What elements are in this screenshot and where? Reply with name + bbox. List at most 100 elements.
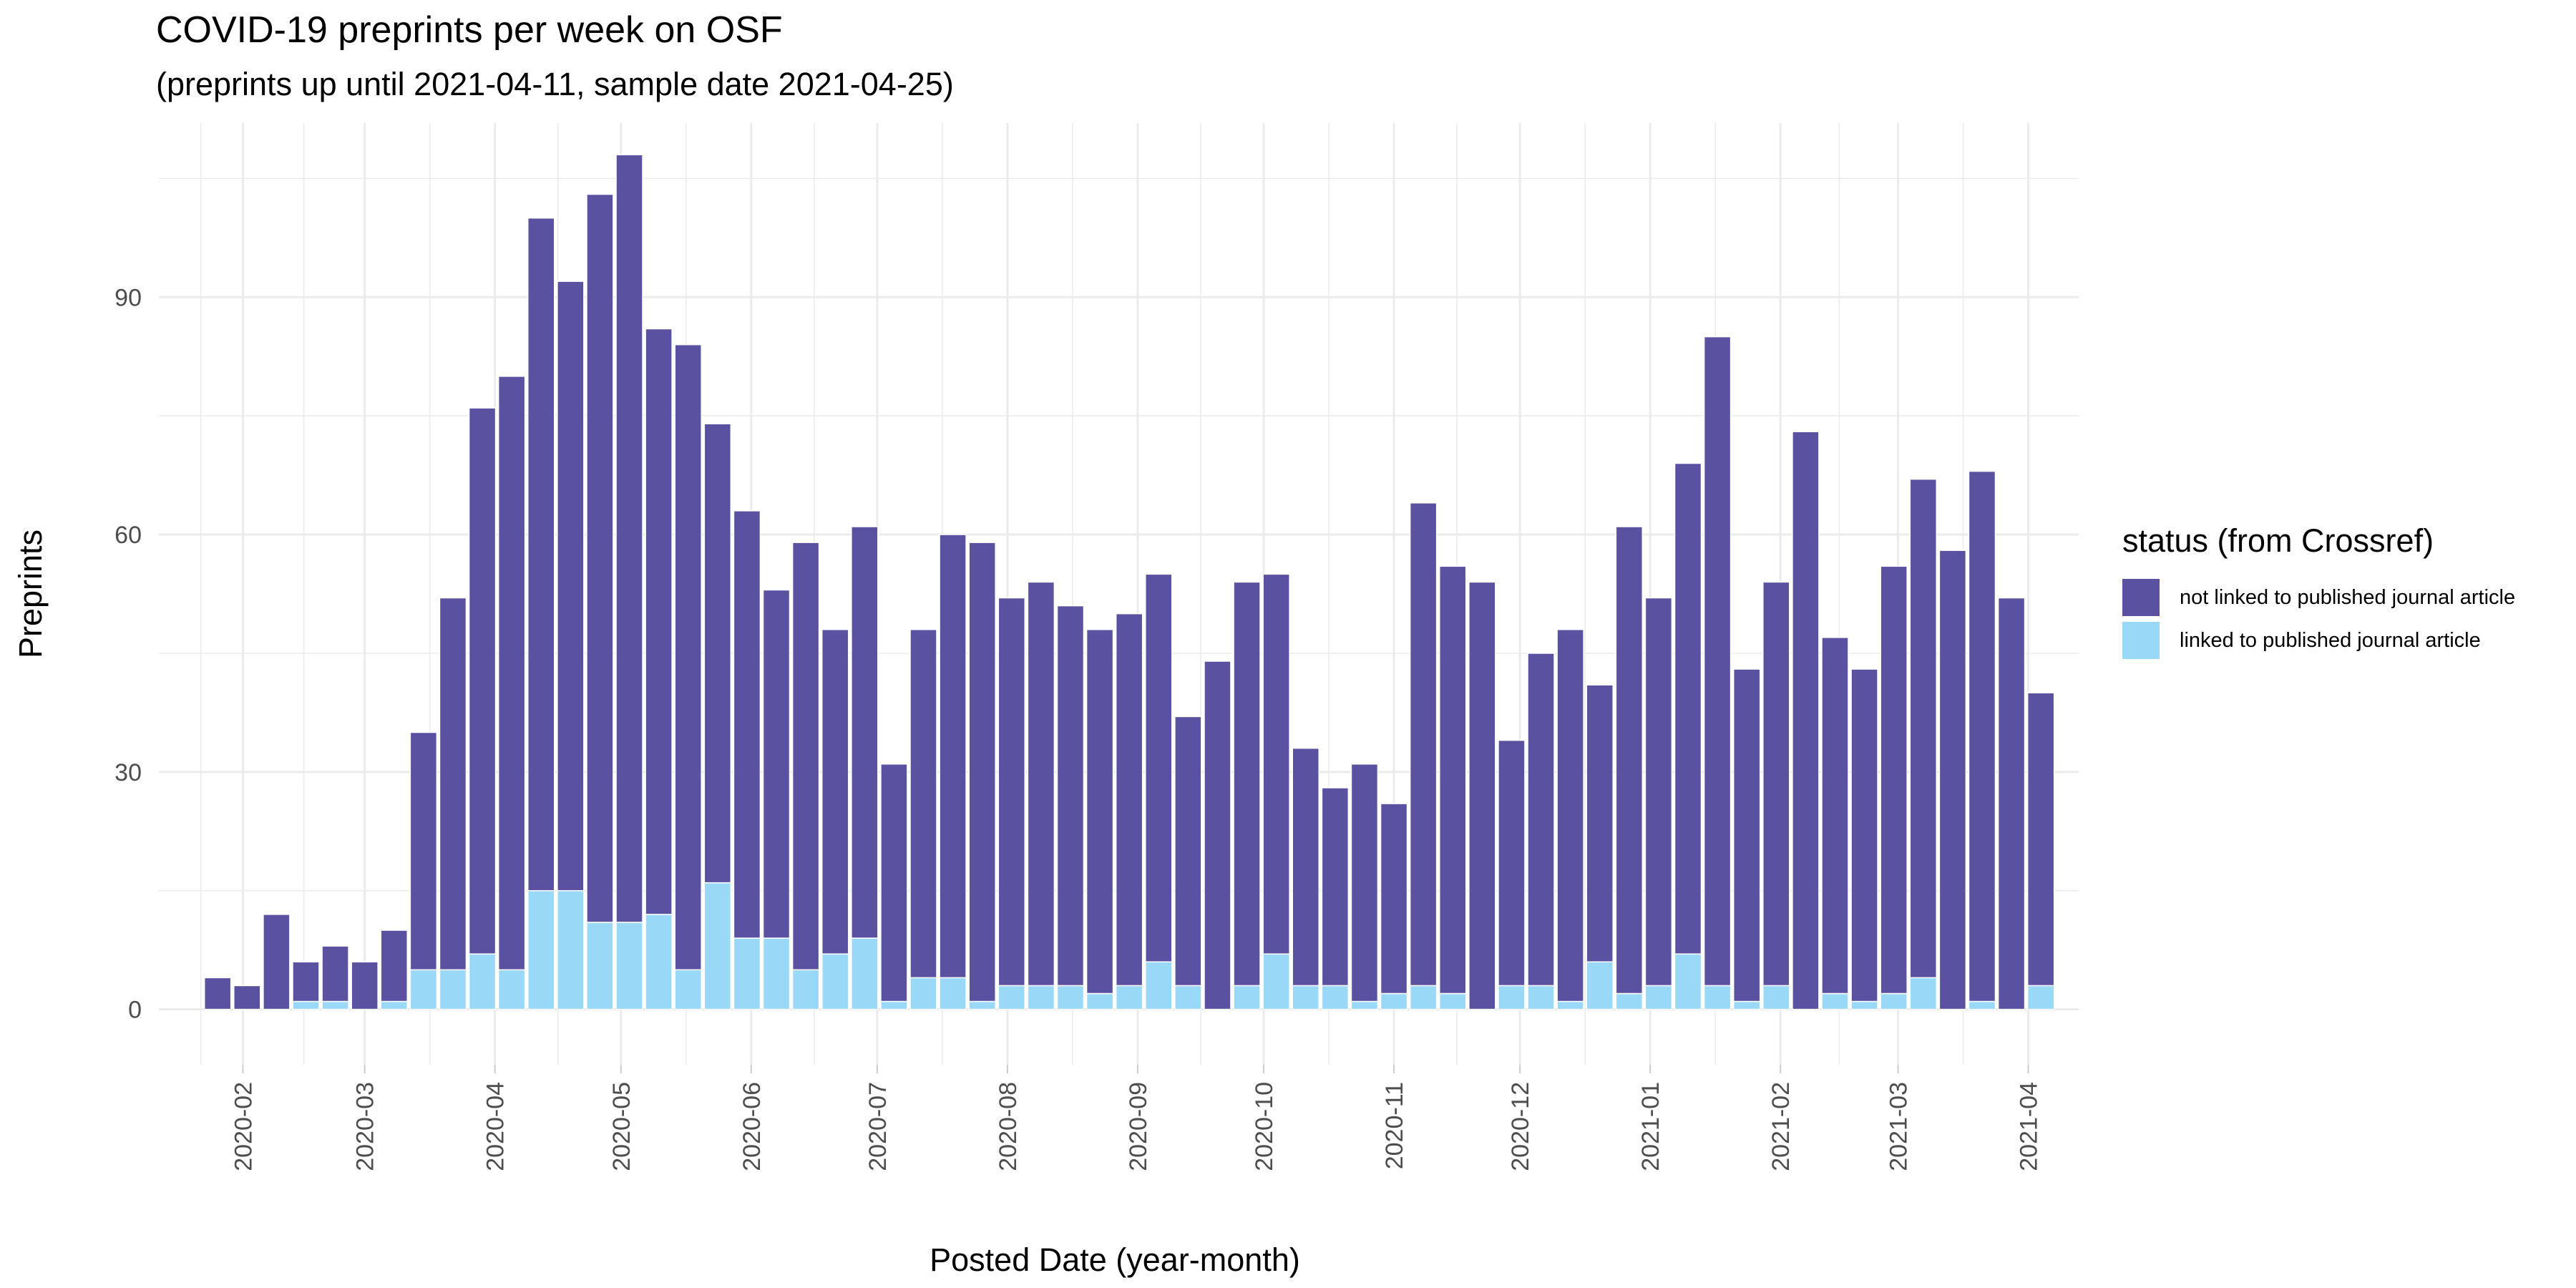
bar-not-linked <box>1027 581 1055 987</box>
legend-title: status (from Crossref) <box>2122 522 2434 559</box>
bar-not-linked <box>703 423 732 884</box>
bar-linked <box>909 977 937 1010</box>
bar-linked <box>733 937 761 1010</box>
bar-linked <box>1438 992 1467 1010</box>
bar-not-linked <box>968 542 996 1002</box>
bar-linked <box>1145 961 1173 1010</box>
bar-not-linked <box>615 154 643 923</box>
bar-not-linked <box>1233 581 1261 987</box>
bar-linked <box>1174 985 1202 1010</box>
bar-not-linked <box>557 280 585 892</box>
bar-not-linked <box>1909 478 1938 979</box>
bar-not-linked <box>939 534 967 979</box>
bar-not-linked <box>1085 629 1114 995</box>
bar-not-linked <box>1644 597 1673 987</box>
bar-linked <box>1615 992 1644 1010</box>
bar-not-linked <box>380 930 409 1002</box>
bar-not-linked <box>1997 597 2026 1010</box>
bar-linked <box>468 953 497 1010</box>
bar-not-linked <box>1204 660 1231 1010</box>
bar-linked <box>527 889 555 1010</box>
bar-not-linked <box>321 945 349 1002</box>
bar-not-linked <box>1438 565 1467 995</box>
bar-not-linked <box>263 914 291 1010</box>
bar-not-linked <box>1615 526 1644 995</box>
bar-linked <box>645 914 673 1010</box>
bar-linked <box>791 969 820 1010</box>
bar-not-linked <box>1556 629 1584 1002</box>
bar-linked <box>1262 953 1290 1010</box>
bar-linked <box>1909 977 1938 1010</box>
y-tick-label: 30 <box>114 759 142 786</box>
bar-not-linked <box>1292 747 1319 987</box>
x-tick-label: 2020-08 <box>995 1082 1022 1171</box>
bar-linked <box>615 922 643 1010</box>
bar-linked <box>997 985 1026 1010</box>
bar-linked <box>292 1000 320 1010</box>
x-tick-label: 2020-07 <box>864 1082 892 1171</box>
bar-not-linked <box>497 376 526 971</box>
bar-not-linked <box>1262 573 1290 955</box>
y-tick-label: 60 <box>114 522 142 549</box>
x-tick-label: 2020-03 <box>352 1082 379 1171</box>
bar-not-linked <box>409 731 438 971</box>
bar-not-linked <box>791 542 820 971</box>
x-axis: 2020-02 2020-03 2020-04 2020-05 2020-06 2020-… <box>230 1065 2043 1171</box>
bar-not-linked <box>1350 763 1379 1002</box>
bar-linked <box>1409 985 1438 1010</box>
bar-linked <box>1056 985 1085 1010</box>
x-tick-label: 2020-10 <box>1251 1082 1278 1171</box>
x-tick-label: 2021-02 <box>1767 1082 1795 1171</box>
x-tick-label: 2020-05 <box>608 1082 635 1171</box>
bar-not-linked <box>1380 803 1408 995</box>
bar-linked <box>674 969 702 1010</box>
legend: status (from Crossref) not linked to pub… <box>2122 522 2515 663</box>
bar-linked <box>762 937 791 1010</box>
bars <box>203 154 2055 1010</box>
bar-not-linked <box>1880 565 1908 995</box>
y-axis-title: Preprints <box>12 530 49 658</box>
legend-item-not-linked: not linked to published journal article <box>2122 577 2515 618</box>
bar-not-linked <box>586 193 614 923</box>
bar-not-linked <box>233 985 261 1010</box>
bar-linked <box>1085 992 1114 1010</box>
bar-not-linked <box>733 510 761 939</box>
bar-linked <box>1115 985 1143 1010</box>
bar-linked <box>1644 985 1673 1010</box>
chart-subtitle: (preprints up until 2021-04-11, sample d… <box>156 66 954 102</box>
bar-not-linked <box>439 597 467 971</box>
x-axis-title: Posted Date (year-month) <box>930 1241 1300 1278</box>
chart-title: COVID-19 preprints per week on OSF <box>156 9 783 51</box>
bar-linked <box>1233 985 1261 1010</box>
bar-not-linked <box>1850 668 1878 1002</box>
bar-linked <box>968 1000 996 1010</box>
bar-not-linked <box>1674 462 1702 955</box>
bar-linked <box>1498 985 1526 1010</box>
x-tick-label: 2021-04 <box>2016 1082 2043 1171</box>
bar-linked <box>1321 985 1350 1010</box>
bar-linked <box>321 1000 349 1010</box>
bar-not-linked <box>1498 739 1526 987</box>
bar-linked <box>380 1000 409 1010</box>
bar-not-linked <box>468 407 497 955</box>
bar-not-linked <box>1115 613 1143 987</box>
bar-not-linked <box>351 961 379 1010</box>
legend-label-linked: linked to published journal article <box>2180 628 2481 652</box>
bar-not-linked <box>851 526 879 939</box>
x-tick-label: 2021-03 <box>1885 1082 1913 1171</box>
bar-not-linked <box>1821 637 1849 995</box>
x-tick-label: 2020-04 <box>482 1082 509 1171</box>
bar-linked <box>409 969 438 1010</box>
bar-not-linked <box>1586 684 1614 962</box>
bar-linked <box>703 882 732 1010</box>
legend-key-linked <box>2122 622 2160 659</box>
bar-linked <box>1292 985 1319 1010</box>
bar-not-linked <box>1145 573 1173 962</box>
bar-linked <box>1556 1000 1584 1010</box>
bar-not-linked <box>1792 431 1820 1010</box>
bar-linked <box>1880 992 1908 1010</box>
bar-not-linked <box>880 763 908 1002</box>
y-axis: 0 30 60 90 <box>114 284 142 1023</box>
bar-linked <box>1350 1000 1379 1010</box>
